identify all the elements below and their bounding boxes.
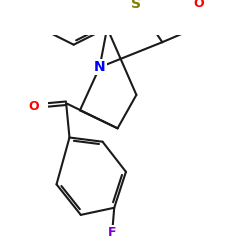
Text: S: S xyxy=(132,0,141,11)
Text: O: O xyxy=(194,0,204,10)
Text: O: O xyxy=(29,100,39,113)
Text: N: N xyxy=(94,60,106,74)
Text: F: F xyxy=(108,226,116,239)
